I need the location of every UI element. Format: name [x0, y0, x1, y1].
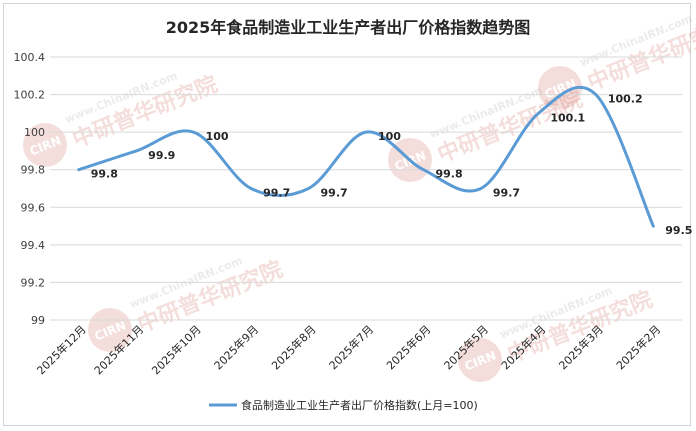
x-tick-label: 2025年12月 — [34, 322, 89, 377]
x-tick-label: 2025年6月 — [383, 322, 433, 372]
chart-title: 2025年食品制造业工业生产者出厂价格指数趋势图 — [166, 18, 531, 37]
y-tick-label: 99.8 — [21, 164, 46, 177]
legend-label: 食品制造业工业生产者出厂价格指数(上月=100) — [241, 398, 478, 412]
gridlines — [50, 56, 682, 321]
data-label: 100.2 — [608, 93, 643, 106]
x-tick-label: 2025年7月 — [326, 322, 376, 372]
y-tick-label: 100 — [24, 126, 45, 139]
data-label: 99.8 — [91, 168, 118, 181]
chart-frame — [3, 3, 691, 426]
series-line — [77, 86, 655, 228]
x-tick-label: 2025年8月 — [268, 322, 318, 372]
data-label: 100.1 — [550, 111, 585, 124]
watermark-logo — [88, 308, 132, 352]
watermark-logo — [458, 338, 502, 382]
y-tick-label: 99 — [31, 314, 45, 327]
data-label: 99.7 — [263, 187, 290, 200]
data-label: 99.5 — [665, 224, 692, 237]
x-tick-label: 2025年9月 — [211, 322, 261, 372]
y-tick-label: 99.4 — [21, 239, 46, 252]
data-label: 99.7 — [321, 187, 348, 200]
y-tick-label: 100.2 — [14, 89, 46, 102]
x-tick-label: 2025年2月 — [613, 322, 663, 372]
watermark-logo — [538, 66, 582, 110]
data-label: 100 — [378, 130, 401, 143]
data-label: 99.9 — [148, 149, 175, 162]
data-label: 100 — [206, 130, 229, 143]
data-labels: 99.8 99.9 100 99.7 99.7 100 99.8 99.7 100.1 100.2… — [91, 93, 693, 238]
data-label: 99.8 — [435, 168, 462, 181]
data-label: 99.7 — [493, 187, 520, 200]
y-tick-label: 99.6 — [21, 201, 46, 214]
y-tick-label: 100.4 — [14, 51, 46, 64]
y-axis-ticks: 99 99.2 99.4 99.6 99.8 100 100.2 100.4 — [14, 51, 46, 327]
legend: 食品制造业工业生产者出厂价格指数(上月=100) — [209, 398, 478, 412]
watermark-logo — [23, 123, 67, 167]
y-tick-label: 99.2 — [21, 276, 46, 289]
